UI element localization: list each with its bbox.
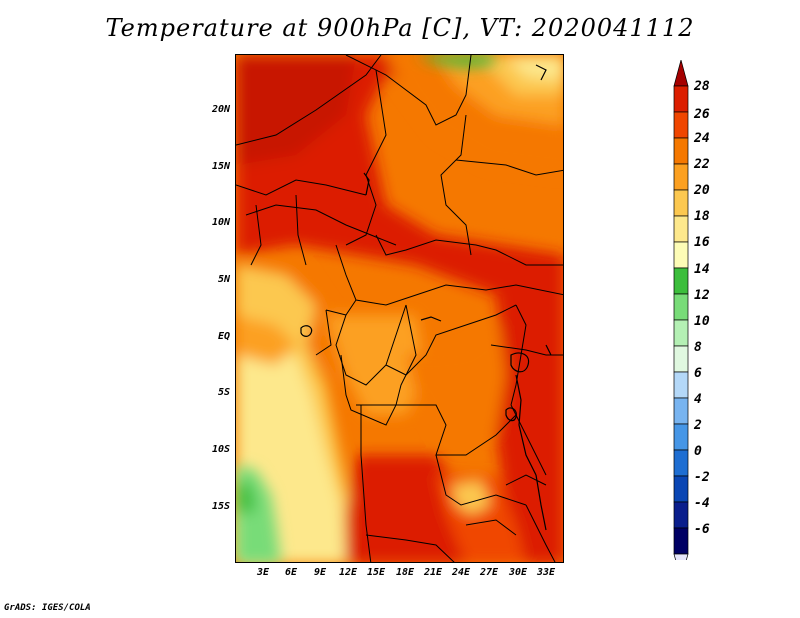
colorbar-label: 26 — [694, 107, 710, 122]
grads-credit: GrADS: IGES/COLA — [4, 603, 91, 613]
colorbar-label: -4 — [694, 496, 710, 511]
y-axis-label: 5S — [217, 387, 230, 398]
x-axis-label: 6E — [284, 567, 298, 578]
plot-title: Temperature at 900hPa [C], VT: 202004111… — [105, 14, 695, 42]
colorbar-label: 20 — [694, 183, 710, 198]
colorbar-label: 2 — [694, 418, 702, 433]
colorbar-swatch — [673, 345, 689, 373]
temperature-map — [235, 54, 564, 563]
colorbar-label: 22 — [694, 157, 710, 172]
colorbar-label: 24 — [694, 131, 710, 146]
colorbar-swatch — [673, 449, 689, 477]
y-axis-label: 5N — [217, 274, 230, 285]
x-axis-label: 27E — [479, 567, 499, 578]
colorbar-swatch — [673, 163, 689, 191]
colorbar-label: 6 — [694, 366, 702, 381]
y-axis-label: 15S — [211, 501, 230, 512]
colorbar-label: 8 — [694, 340, 702, 355]
y-axis-label: 20N — [211, 104, 230, 115]
colorbar-swatch — [673, 475, 689, 503]
colorbar-label: -6 — [694, 522, 710, 537]
colorbar-arrow-top — [673, 60, 689, 87]
x-axis-label: 21E — [423, 567, 443, 578]
y-axis-label: 10N — [211, 217, 230, 228]
country-borders — [236, 55, 563, 562]
colorbar-swatch — [673, 267, 689, 295]
colorbar-swatch — [673, 241, 689, 269]
colorbar-label: 10 — [694, 314, 710, 329]
y-axis-label: 10S — [211, 444, 230, 455]
x-axis-label: 30E — [508, 567, 528, 578]
colorbar-arrow-bottom — [673, 553, 689, 560]
colorbar-swatch — [673, 189, 689, 217]
colorbar-swatch — [673, 319, 689, 347]
colorbar-label: 18 — [694, 209, 710, 224]
colorbar-swatch — [673, 137, 689, 165]
colorbar-label: 28 — [694, 79, 710, 94]
y-axis-label: 15N — [211, 161, 230, 172]
y-axis-label: EQ — [217, 331, 230, 342]
colorbar-label: 4 — [694, 392, 702, 407]
colorbar-label: 14 — [694, 262, 710, 277]
x-axis-label: 12E — [338, 567, 358, 578]
x-axis-label: 18E — [395, 567, 415, 578]
x-axis-label: 3E — [256, 567, 270, 578]
colorbar-swatch — [673, 111, 689, 139]
colorbar-label: 12 — [694, 288, 710, 303]
colorbar-swatch — [673, 215, 689, 243]
colorbar-swatch — [673, 371, 689, 399]
colorbar-swatch — [673, 527, 689, 555]
x-axis-label: 15E — [366, 567, 386, 578]
x-axis-label: 33E — [536, 567, 556, 578]
colorbar-label: 16 — [694, 235, 710, 250]
temperature-field — [236, 55, 563, 562]
lakes — [300, 64, 552, 531]
colorbar-swatch — [673, 85, 689, 113]
colorbar-label: -2 — [694, 470, 710, 485]
colorbar-swatch — [673, 293, 689, 321]
x-axis-label: 9E — [313, 567, 327, 578]
colorbar-swatch — [673, 423, 689, 451]
colorbar-swatch — [673, 397, 689, 425]
x-axis-label: 24E — [451, 567, 471, 578]
colorbar-swatch — [673, 501, 689, 529]
colorbar — [673, 60, 689, 560]
colorbar-label: 0 — [694, 444, 702, 459]
